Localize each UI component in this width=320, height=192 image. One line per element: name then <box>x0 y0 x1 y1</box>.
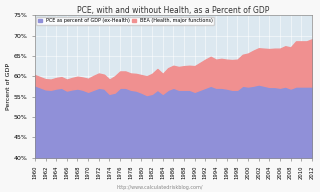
Legend: PCE as percent of GDP (ex-Health), BEA (Health, major functions): PCE as percent of GDP (ex-Health), BEA (… <box>36 17 214 25</box>
Text: http://www.calculatedriskblog.com/: http://www.calculatedriskblog.com/ <box>117 185 203 190</box>
Y-axis label: Percent of GDP: Percent of GDP <box>5 63 11 110</box>
Title: PCE, with and without Health, as a Percent of GDP: PCE, with and without Health, as a Perce… <box>77 6 269 15</box>
